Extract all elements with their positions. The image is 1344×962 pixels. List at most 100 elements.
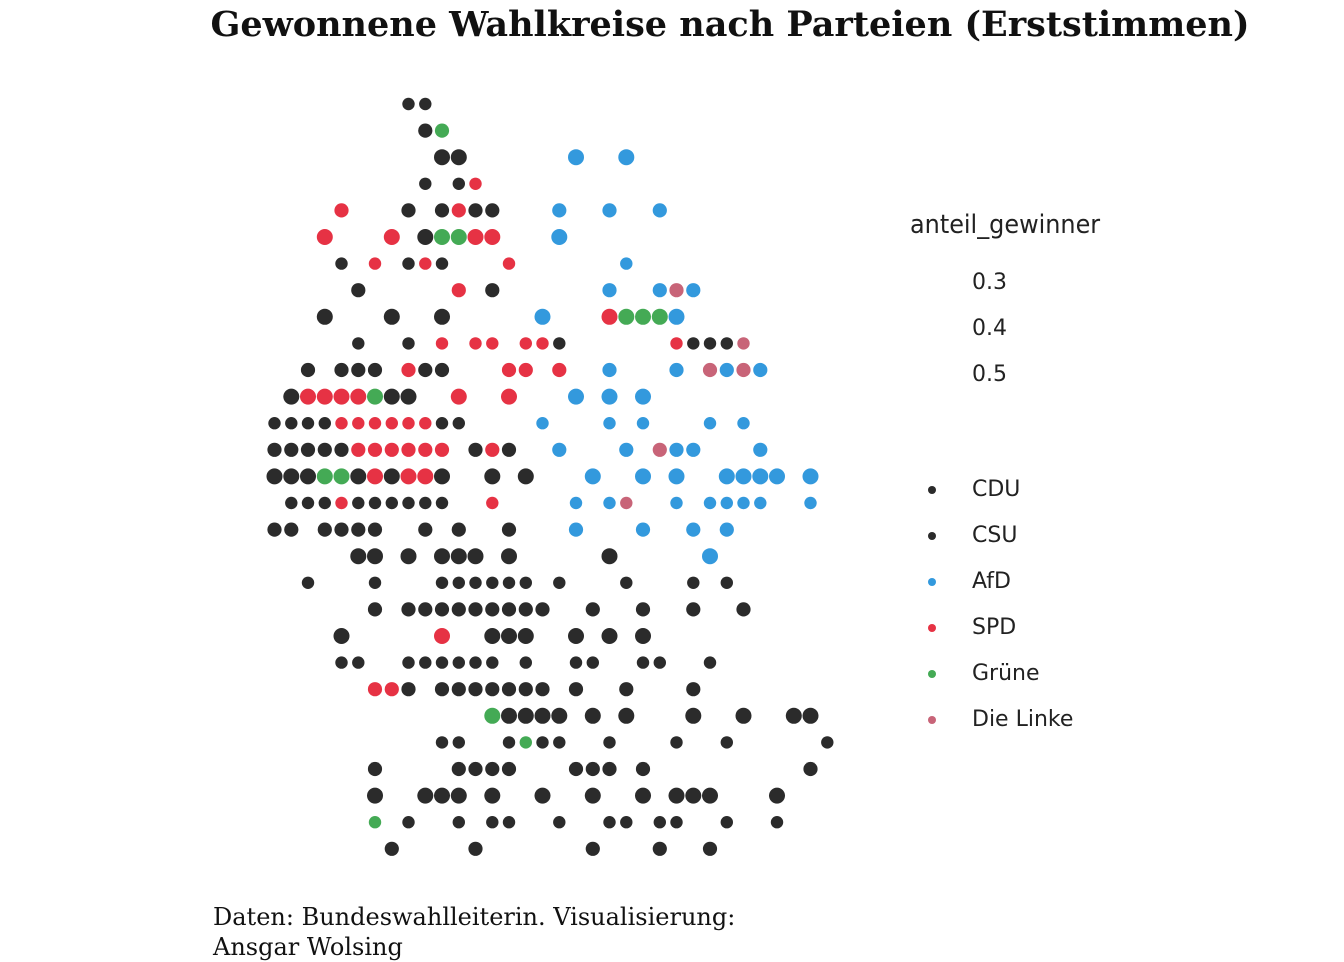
constituency-dot xyxy=(687,337,700,350)
constituency-dot xyxy=(618,707,635,724)
constituency-dot xyxy=(284,522,299,537)
constituency-dot xyxy=(486,576,499,589)
constituency-dot xyxy=(619,682,634,697)
constituency-dot xyxy=(635,761,651,777)
constituency-dot xyxy=(620,576,633,589)
constituency-dot xyxy=(668,308,685,325)
constituency-dot xyxy=(350,388,367,405)
constituency-dot xyxy=(603,417,616,430)
constituency-dot xyxy=(402,257,415,270)
constituency-dot xyxy=(486,656,499,669)
constituency-dot xyxy=(703,656,717,669)
constituency-dot xyxy=(334,203,349,218)
legend-dot-linke xyxy=(928,716,936,724)
constituency-dot xyxy=(367,761,383,777)
constituency-dot xyxy=(735,468,752,485)
constituency-dot xyxy=(770,816,784,829)
constituency-dot xyxy=(753,442,768,457)
constituency-dot xyxy=(434,203,450,218)
constituency-dot xyxy=(735,707,752,724)
constituency-dot xyxy=(400,548,417,565)
constituency-dot xyxy=(434,229,450,245)
constituency-dot xyxy=(821,736,834,749)
constituency-dot xyxy=(418,123,433,138)
constituency-dot xyxy=(351,442,366,457)
constituency-dot xyxy=(434,442,450,457)
constituency-dot xyxy=(686,682,701,697)
constituency-dot xyxy=(300,388,316,405)
constituency-dot xyxy=(635,602,651,617)
constituency-dot xyxy=(435,257,449,270)
constituency-dot xyxy=(769,468,785,485)
constituency-dot xyxy=(352,337,365,350)
constituency-dot xyxy=(619,442,634,457)
legend-size-label-3: 0.5 xyxy=(972,362,1007,387)
constituency-dot xyxy=(402,337,415,350)
constituency-dot xyxy=(636,656,650,669)
constituency-dot xyxy=(301,496,315,510)
constituency-dot xyxy=(501,602,517,617)
constituency-dot xyxy=(450,149,467,166)
constituency-dot xyxy=(552,362,567,378)
legend-size-label-2: 0.4 xyxy=(972,316,1007,341)
constituency-dot xyxy=(720,736,733,749)
constituency-dot xyxy=(368,816,382,829)
constituency-dot xyxy=(502,816,516,829)
constituency-dot xyxy=(720,337,733,350)
constituency-dot xyxy=(285,417,298,430)
constituency-dot xyxy=(552,442,567,457)
constituency-dot xyxy=(468,442,483,457)
constituency-dot xyxy=(620,257,633,270)
constituency-dot xyxy=(316,229,333,245)
constituency-dot xyxy=(367,388,383,405)
constituency-dot xyxy=(435,496,449,510)
constituency-dot xyxy=(434,123,450,138)
constituency-dot xyxy=(485,602,500,617)
chart-title: Gewonnene Wahlkreise nach Parteien (Erst… xyxy=(210,4,1250,45)
constituency-dot xyxy=(686,602,701,617)
constituency-dot xyxy=(569,496,583,510)
constituency-dot xyxy=(266,468,283,485)
constituency-dot xyxy=(618,149,635,166)
constituency-dot xyxy=(635,308,651,325)
constituency-dot xyxy=(586,656,599,669)
constituency-dot xyxy=(384,682,399,697)
constituency-dot xyxy=(402,417,415,430)
constituency-dot xyxy=(451,602,466,617)
constituency-dot xyxy=(502,736,516,749)
constituency-dot xyxy=(702,787,718,804)
constituency-dot xyxy=(568,522,584,537)
constituency-dot xyxy=(719,362,734,378)
constituency-dot xyxy=(401,602,416,617)
constituency-dot xyxy=(519,576,532,589)
constituency-dot xyxy=(419,417,432,430)
constituency-dot xyxy=(569,656,583,669)
constituency-dot xyxy=(720,816,733,829)
constituency-dot xyxy=(670,496,683,510)
constituency-dot xyxy=(702,841,718,856)
constituency-dot xyxy=(351,522,366,537)
constituency-dot xyxy=(452,417,465,430)
constituency-dot xyxy=(283,468,300,485)
constituency-dot xyxy=(452,576,465,589)
constituency-dot xyxy=(553,337,566,350)
constituency-dot xyxy=(651,308,668,325)
constituency-dot xyxy=(670,337,683,350)
constituency-dot xyxy=(452,736,465,749)
constituency-dot xyxy=(367,468,383,485)
constituency-dot xyxy=(401,682,416,697)
constituency-dot xyxy=(418,362,433,378)
constituency-dot xyxy=(687,576,700,589)
constituency-dot xyxy=(401,442,416,457)
constituency-dot xyxy=(316,308,333,325)
constituency-dot xyxy=(703,417,717,430)
constituency-dot xyxy=(568,149,584,166)
constituency-dot xyxy=(419,257,432,270)
legend-dot-afd xyxy=(928,578,936,586)
constituency-dot xyxy=(333,388,350,405)
constituency-dot xyxy=(685,707,702,724)
constituency-dot xyxy=(367,787,383,804)
constituency-dot xyxy=(384,841,399,856)
constituency-dot xyxy=(468,841,483,856)
